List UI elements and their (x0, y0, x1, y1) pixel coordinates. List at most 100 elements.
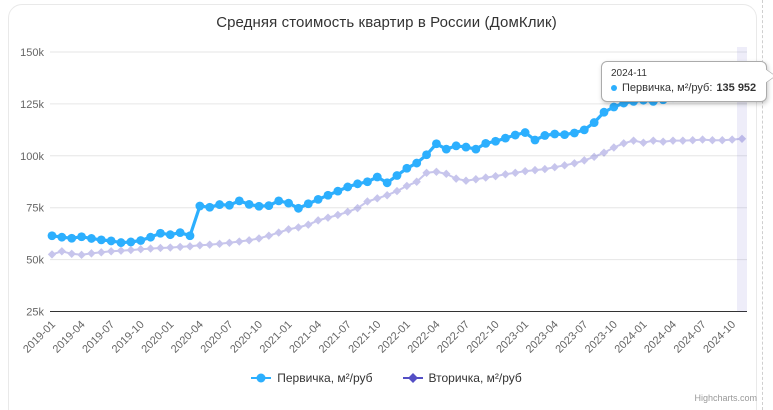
secondary-point[interactable] (639, 138, 648, 147)
secondary-point[interactable] (156, 243, 165, 253)
primary-point[interactable] (491, 136, 500, 146)
primary-point[interactable] (441, 144, 451, 154)
secondary-point[interactable] (313, 216, 323, 225)
secondary-point[interactable] (353, 203, 362, 213)
secondary-point[interactable] (274, 228, 283, 237)
secondary-point[interactable] (698, 135, 707, 144)
secondary-point[interactable] (481, 173, 490, 182)
primary-point[interactable] (126, 237, 136, 247)
secondary-point[interactable] (392, 186, 402, 196)
secondary-point[interactable] (244, 236, 254, 245)
secondary-point[interactable] (668, 136, 678, 145)
secondary-point[interactable] (491, 171, 500, 181)
primary-point[interactable] (96, 235, 106, 245)
primary-point[interactable] (234, 196, 244, 206)
secondary-point[interactable] (166, 243, 175, 252)
primary-point[interactable] (225, 200, 234, 210)
secondary-point[interactable] (333, 210, 343, 220)
primary-point[interactable] (215, 200, 224, 209)
legend-item-secondary[interactable]: Вторичка, м²/руб (402, 371, 522, 385)
secondary-point[interactable] (47, 250, 57, 259)
secondary-point[interactable] (471, 175, 481, 184)
secondary-point[interactable] (106, 247, 116, 256)
secondary-point[interactable] (363, 197, 372, 206)
secondary-point[interactable] (599, 148, 609, 157)
primary-series[interactable] (47, 76, 747, 247)
primary-point[interactable] (165, 230, 175, 240)
primary-point[interactable] (422, 150, 431, 160)
primary-point[interactable] (579, 125, 589, 135)
primary-point[interactable] (323, 190, 333, 200)
secondary-point[interactable] (77, 250, 86, 260)
primary-point[interactable] (589, 118, 599, 127)
primary-point[interactable] (481, 138, 491, 148)
primary-point[interactable] (412, 158, 422, 168)
secondary-point[interactable] (727, 135, 737, 144)
secondary-point[interactable] (264, 231, 274, 240)
secondary-point[interactable] (343, 207, 352, 217)
secondary-point[interactable] (511, 168, 520, 178)
secondary-point[interactable] (609, 143, 619, 152)
secondary-point[interactable] (678, 136, 688, 145)
secondary-point[interactable] (560, 161, 569, 170)
primary-point[interactable] (205, 202, 215, 212)
primary-point[interactable] (520, 128, 530, 137)
secondary-point[interactable] (215, 239, 224, 249)
primary-point[interactable] (106, 236, 116, 246)
secondary-series[interactable] (47, 134, 747, 260)
primary-point[interactable] (67, 233, 77, 243)
primary-point[interactable] (501, 133, 510, 143)
primary-point[interactable] (175, 228, 185, 238)
primary-point[interactable] (313, 194, 323, 204)
secondary-point[interactable] (185, 242, 195, 251)
primary-point[interactable] (392, 171, 402, 180)
secondary-point[interactable] (87, 249, 96, 258)
secondary-point[interactable] (235, 237, 244, 246)
primary-point[interactable] (382, 178, 392, 188)
secondary-point[interactable] (530, 165, 540, 175)
primary-point[interactable] (254, 201, 264, 211)
secondary-point[interactable] (520, 166, 530, 176)
primary-point[interactable] (333, 186, 343, 196)
secondary-point[interactable] (254, 234, 264, 243)
primary-point[interactable] (550, 129, 560, 139)
highcharts-credits-link[interactable]: Highcharts.com (694, 393, 757, 403)
secondary-point[interactable] (422, 168, 431, 178)
secondary-point[interactable] (501, 170, 510, 179)
secondary-point[interactable] (550, 163, 559, 172)
secondary-point[interactable] (737, 134, 747, 143)
legend-item-primary[interactable]: Первичка, м²/руб (251, 371, 373, 385)
secondary-point[interactable] (570, 159, 579, 168)
secondary-point[interactable] (225, 238, 234, 247)
secondary-point[interactable] (195, 241, 205, 250)
primary-point[interactable] (284, 198, 293, 208)
secondary-point[interactable] (540, 164, 550, 174)
secondary-point[interactable] (432, 167, 441, 176)
primary-point[interactable] (363, 177, 372, 187)
primary-point[interactable] (402, 163, 412, 173)
secondary-point[interactable] (126, 245, 136, 255)
primary-point[interactable] (87, 234, 96, 243)
secondary-point[interactable] (323, 213, 333, 222)
primary-point[interactable] (274, 196, 284, 206)
secondary-point[interactable] (373, 194, 382, 203)
primary-point[interactable] (156, 228, 165, 238)
secondary-point[interactable] (658, 137, 668, 146)
secondary-point[interactable] (451, 174, 461, 183)
secondary-point[interactable] (284, 225, 293, 234)
primary-point[interactable] (77, 232, 86, 242)
primary-point[interactable] (47, 231, 57, 241)
secondary-point[interactable] (67, 249, 76, 258)
secondary-point[interactable] (205, 240, 214, 249)
primary-point[interactable] (303, 199, 313, 209)
primary-point[interactable] (146, 232, 155, 242)
secondary-point[interactable] (412, 177, 421, 186)
primary-point[interactable] (294, 203, 303, 213)
secondary-point[interactable] (589, 152, 599, 162)
primary-point[interactable] (471, 144, 481, 154)
secondary-point[interactable] (442, 169, 451, 179)
primary-point[interactable] (264, 201, 274, 211)
secondary-point[interactable] (708, 136, 717, 145)
secondary-point[interactable] (580, 156, 589, 165)
secondary-point[interactable] (136, 245, 145, 254)
